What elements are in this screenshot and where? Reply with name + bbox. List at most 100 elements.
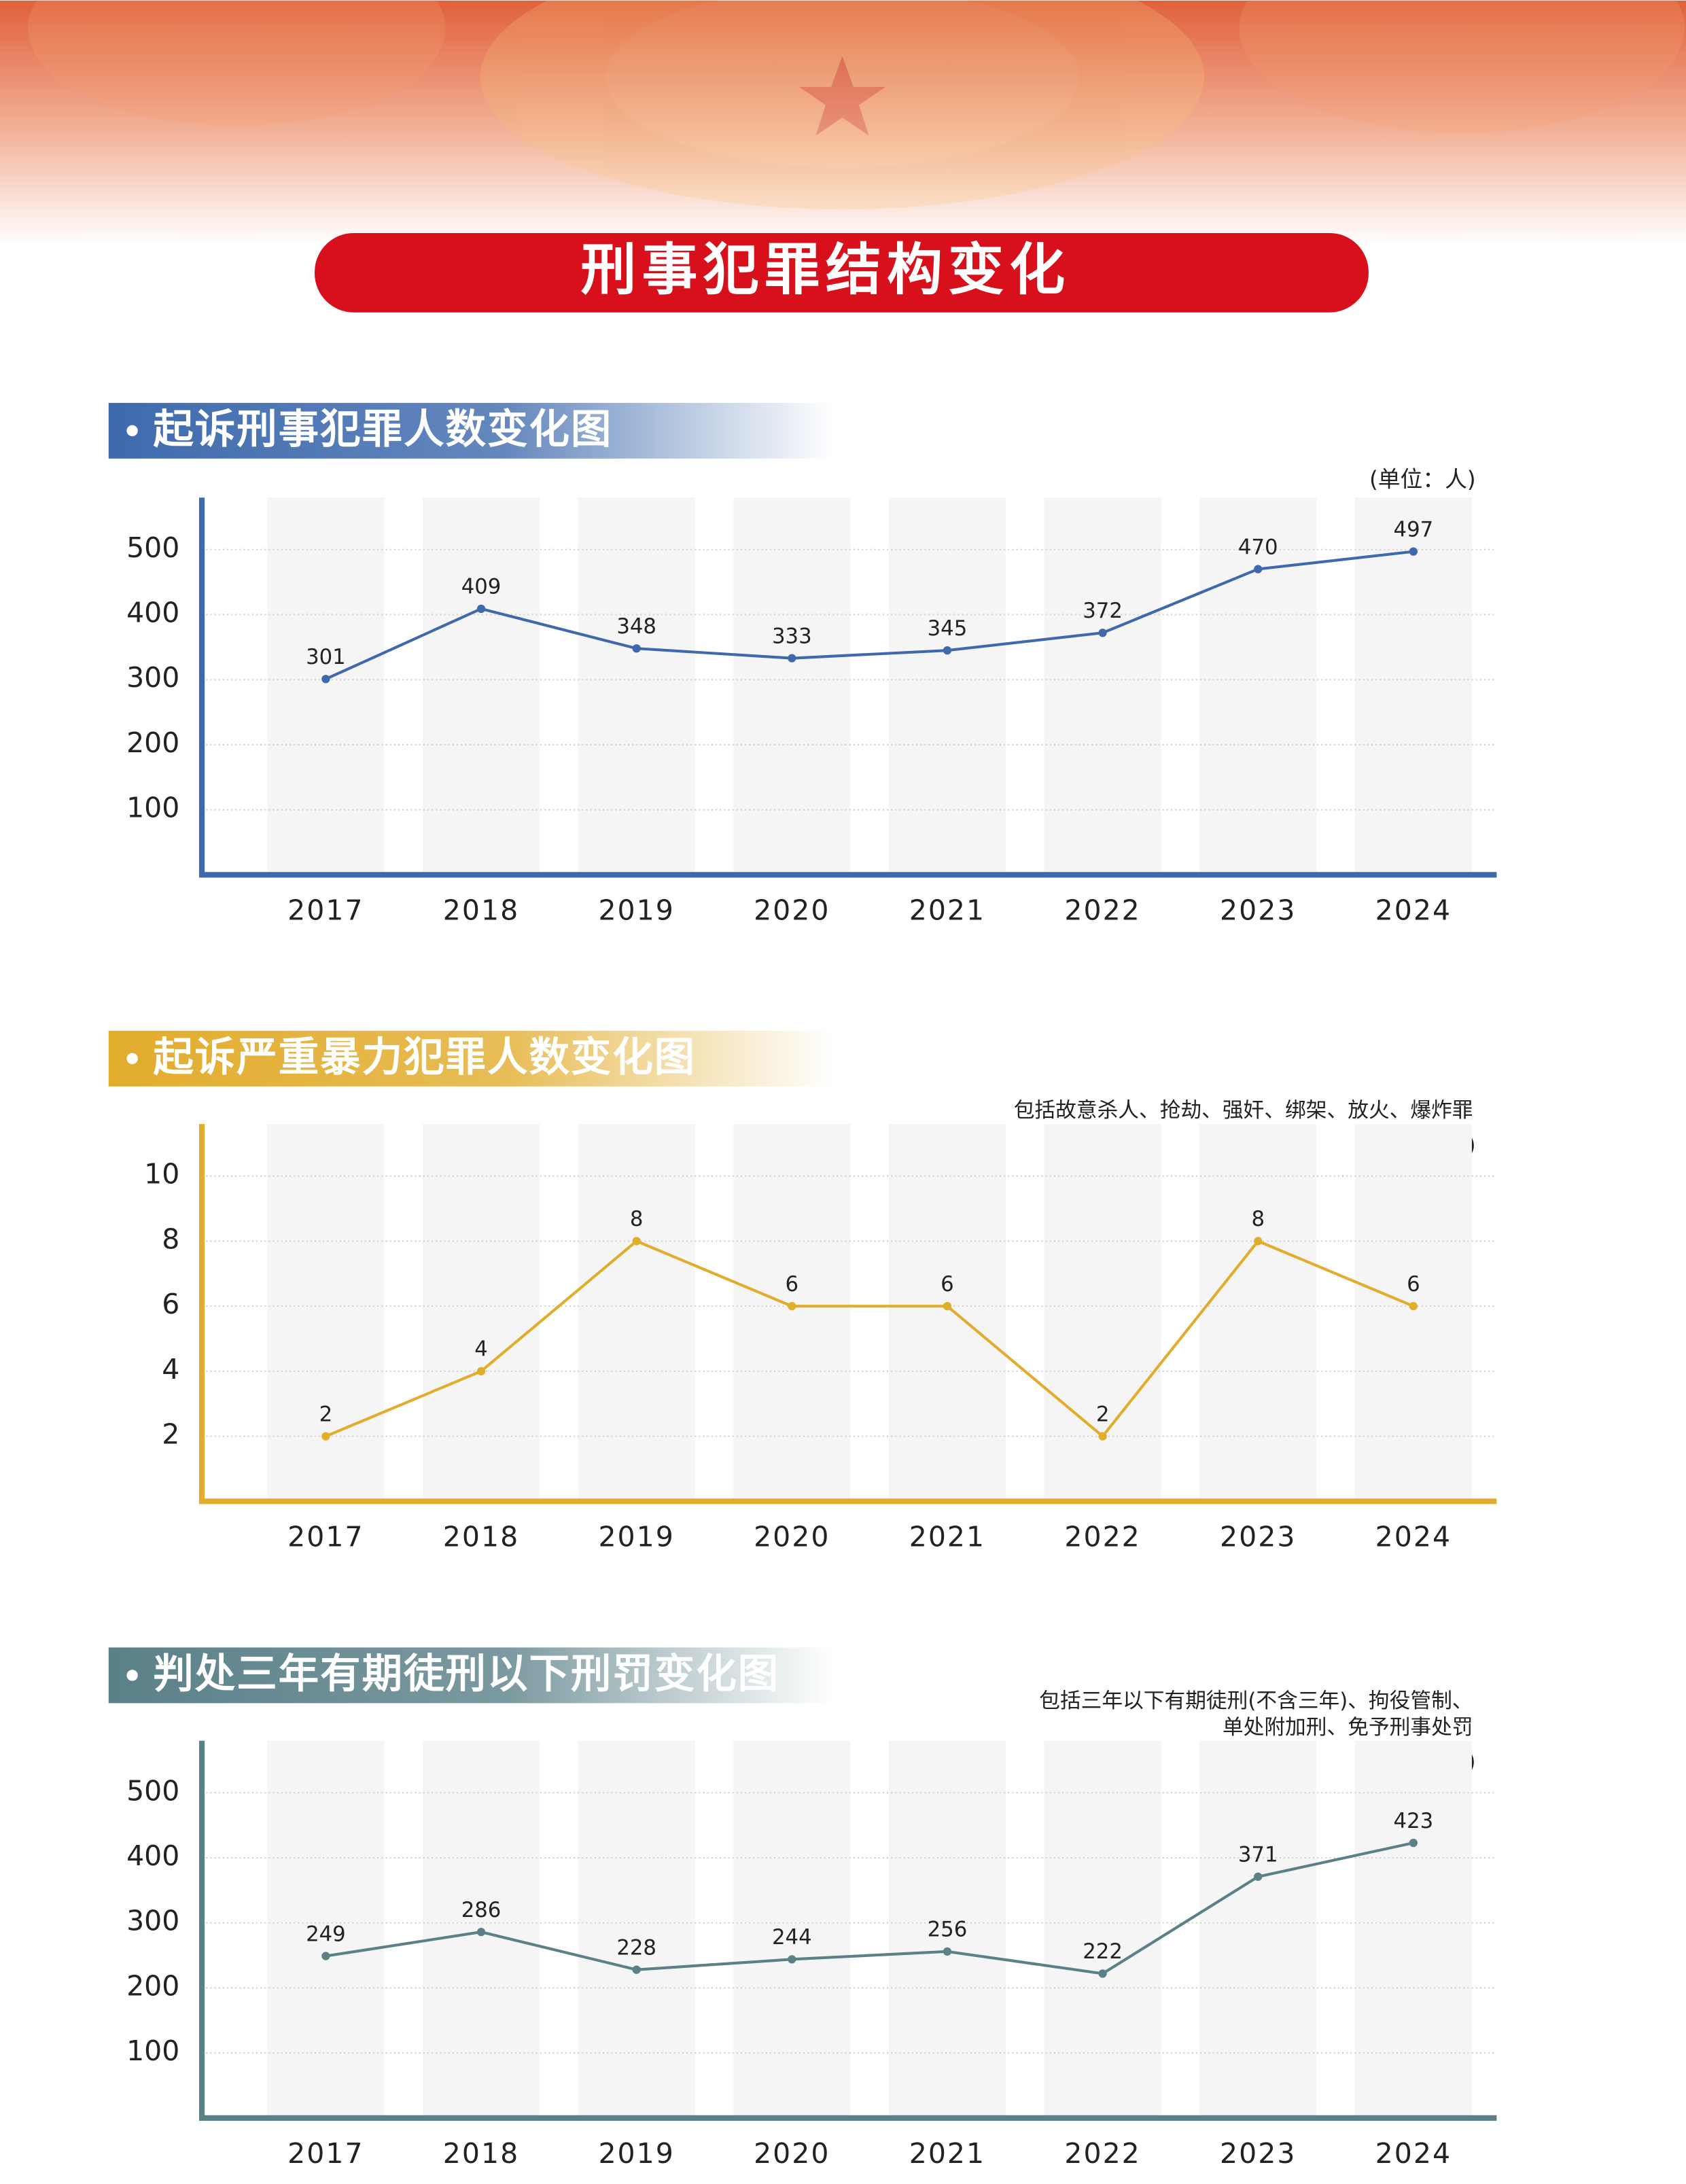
x-tick-label: 2018 <box>443 894 519 927</box>
column-stripe <box>888 497 1006 875</box>
emblem-decoration <box>28 0 1685 210</box>
x-tick-label: 2019 <box>598 1521 674 1553</box>
x-tick-label: 2017 <box>287 894 364 927</box>
column-stripe <box>578 1124 695 1502</box>
column-stripe <box>1354 1124 1472 1502</box>
x-tick-label: 2022 <box>1064 2137 1140 2170</box>
y-tick-label: 400 <box>126 1839 179 1872</box>
section-header <box>108 402 833 459</box>
x-tick-label: 2018 <box>443 2137 519 2170</box>
value-label: 8 <box>630 1207 644 1231</box>
x-tick-label: 2023 <box>1220 1521 1296 1553</box>
column-stripe <box>267 1740 385 2118</box>
column-stripe <box>578 1740 695 2118</box>
header-bullet <box>126 1670 138 1681</box>
data-point <box>1254 565 1263 574</box>
data-point <box>476 604 486 614</box>
data-point <box>321 675 330 684</box>
data-point <box>1409 1838 1418 1848</box>
data-line <box>325 550 1414 681</box>
value-label: 228 <box>616 1935 656 1960</box>
value-label: 470 <box>1238 535 1278 559</box>
page-title: 刑事犯罪结构变化 <box>580 238 1070 302</box>
value-label: 301 <box>306 645 346 669</box>
value-label: 497 <box>1394 517 1434 542</box>
x-tick-label: 2018 <box>443 1521 519 1553</box>
column-stripe <box>1199 497 1317 875</box>
y-tick-label: 10 <box>144 1158 179 1191</box>
column-stripe <box>733 1124 851 1502</box>
chart-note: 包括故意杀人、抢劫、强奸、绑架、放火、爆炸罪 <box>1014 1098 1473 1123</box>
chart-title: 判处三年有期徒刑以下刑罚变化图 <box>153 1651 779 1698</box>
value-label: 244 <box>772 1925 812 1950</box>
y-tick-label: 300 <box>126 1905 179 1937</box>
y-tick-label: 200 <box>126 1969 179 2002</box>
value-label: 409 <box>461 575 502 599</box>
column-stripe <box>733 1740 851 2118</box>
value-label: 256 <box>928 1918 968 1942</box>
value-label: 348 <box>616 614 656 639</box>
x-tick-label: 2024 <box>1375 2137 1452 2170</box>
value-label: 249 <box>306 1922 346 1946</box>
data-point <box>943 646 952 655</box>
value-label: 371 <box>1238 1843 1278 1867</box>
x-tick-label: 2021 <box>909 894 985 927</box>
data-point <box>788 654 796 663</box>
y-tick-label: 100 <box>126 792 179 824</box>
value-label: 2 <box>319 1402 333 1426</box>
y-tick-label: 6 <box>162 1288 179 1320</box>
x-tick-label: 2020 <box>754 2137 830 2170</box>
data-point <box>1254 1872 1263 1881</box>
data-point <box>321 1952 330 1960</box>
y-tick-label: 200 <box>126 726 179 759</box>
value-label: 345 <box>928 616 968 641</box>
x-tick-label: 2023 <box>1220 2137 1296 2170</box>
data-point <box>476 1927 486 1937</box>
x-tick-label: 2022 <box>1064 894 1140 927</box>
data-point <box>476 1367 486 1376</box>
x-tick-label: 2020 <box>754 894 830 927</box>
value-label: 372 <box>1083 599 1123 623</box>
data-point <box>1098 1432 1107 1441</box>
x-tick-label: 2024 <box>1375 1521 1452 1553</box>
y-tick-label: 8 <box>162 1222 179 1255</box>
data-line <box>326 1841 1414 1975</box>
x-tick-label: 2021 <box>909 1521 985 1553</box>
value-label: 8 <box>1251 1207 1265 1231</box>
column-stripe <box>733 497 851 875</box>
data-point <box>788 1955 796 1964</box>
y-tick-label: 2 <box>162 1418 179 1451</box>
column-stripe <box>267 497 385 875</box>
value-label: 286 <box>461 1898 502 1922</box>
column-stripe <box>1199 1124 1317 1502</box>
y-tick-label: 100 <box>126 2035 179 2067</box>
value-label: 6 <box>1407 1272 1420 1297</box>
y-tick-label: 400 <box>126 597 179 629</box>
title-banner <box>315 232 1369 313</box>
data-point <box>1098 629 1107 637</box>
chart-note: 包括三年以下有期徒刑(不含三年)、拘役管制、 <box>1039 1689 1473 1713</box>
y-tick-label: 500 <box>126 1774 179 1807</box>
column-stripe <box>1354 1740 1472 2118</box>
data-point <box>1409 1302 1418 1311</box>
x-tick-label: 2022 <box>1064 1521 1140 1553</box>
chart-title: 起诉刑事犯罪人数变化图 <box>153 406 612 453</box>
value-label: 333 <box>772 624 812 648</box>
column-stripe <box>422 1124 540 1502</box>
section-header <box>108 1030 833 1087</box>
chart-note: 单处附加刑、免予刑事处罚 <box>1223 1715 1473 1740</box>
x-tick-label: 2024 <box>1375 894 1452 927</box>
value-label: 2 <box>1096 1402 1110 1426</box>
y-tick-label: 300 <box>126 661 179 694</box>
x-tick-label: 2023 <box>1220 894 1296 927</box>
x-tick-label: 2021 <box>909 2137 985 2170</box>
column-stripe <box>578 497 695 875</box>
chart-title: 起诉严重暴力犯罪人数变化图 <box>153 1034 696 1081</box>
column-stripe <box>267 1124 385 1502</box>
data-point <box>1254 1237 1263 1246</box>
top-background <box>0 0 1686 245</box>
value-label: 423 <box>1394 1809 1434 1833</box>
column-stripe <box>422 497 540 875</box>
data-point <box>1098 1969 1107 1978</box>
